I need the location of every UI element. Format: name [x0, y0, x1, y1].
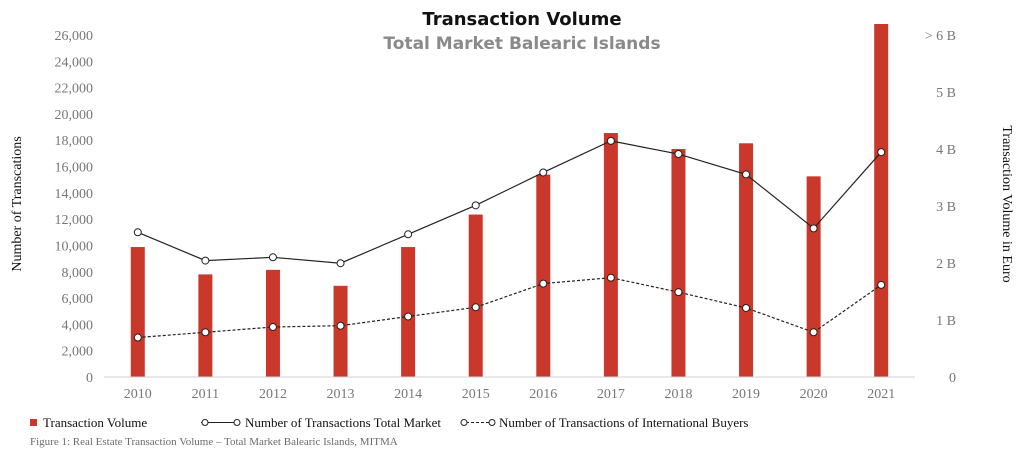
left-tick-label: 2,000 [62, 345, 94, 360]
x-tick-label: 2017 [597, 387, 625, 402]
series-point [404, 230, 413, 239]
left-tick-label: 10,000 [55, 239, 94, 254]
bar [468, 214, 483, 377]
series-point [404, 312, 413, 321]
x-tick-label: 2011 [192, 387, 219, 402]
legend-label: Number of Transactions Total Market [245, 415, 441, 430]
series-point [471, 201, 480, 210]
series-point [539, 279, 548, 288]
series-point [268, 323, 277, 332]
legend-marker [460, 419, 468, 426]
series-point [201, 328, 210, 337]
series-point [674, 288, 683, 297]
line-series [133, 136, 886, 342]
bar-series [130, 24, 889, 377]
series-point [606, 136, 615, 145]
left-tick-label: 4,000 [62, 318, 94, 333]
left-tick-label: 26,000 [55, 29, 94, 44]
x-tick-label: 2013 [327, 387, 355, 402]
series-line [137, 277, 882, 339]
series-point [268, 253, 277, 262]
left-axis-ticks: 0 2,000 4,000 6,000 8,000 10,000 12,000 14,000 1… [55, 29, 94, 386]
left-tick-label: 14,000 [55, 187, 94, 202]
x-tick-label: 2019 [732, 387, 760, 402]
right-tick-label: 4 B [936, 143, 956, 158]
right-tick-label: 1 B [936, 314, 956, 329]
x-tick-label: 2018 [664, 387, 692, 402]
series-point [674, 150, 683, 159]
bar [874, 24, 889, 377]
right-axis-ticks: 0 1 B 2 B 3 B 4 B 5 B > 6 B [925, 29, 956, 386]
legend-swatch-bar [30, 419, 37, 426]
right-tick-label: 5 B [936, 86, 956, 101]
series-point [809, 224, 818, 233]
x-tick-label: 2015 [462, 387, 490, 402]
series-point [877, 148, 886, 157]
legend-label: Number of Transactions of International … [499, 415, 748, 430]
left-tick-label: 12,000 [55, 213, 94, 228]
chart-title: Transaction Volume [422, 9, 621, 30]
x-tick-label: 2021 [867, 387, 895, 402]
x-tick-label: 2010 [124, 387, 152, 402]
left-tick-label: 16,000 [55, 161, 94, 176]
series-point [471, 303, 480, 312]
series-point [606, 273, 615, 282]
series-line [137, 140, 882, 264]
legend-label: Transaction Volume [43, 415, 147, 430]
x-tick-label: 2016 [529, 387, 557, 402]
chart-subtitle: Total Market Balearic Islands [383, 34, 660, 54]
right-tick-label: 3 B [936, 200, 956, 215]
bar [536, 174, 551, 377]
bar [198, 274, 213, 377]
right-tick-label: 0 [949, 371, 956, 386]
series-point [539, 168, 548, 177]
bar [130, 247, 145, 377]
series-point [336, 321, 345, 330]
left-tick-label: 22,000 [55, 82, 94, 97]
series-point [742, 303, 751, 312]
x-tick-label: 2014 [394, 387, 422, 402]
bar [333, 285, 348, 377]
bar [806, 176, 821, 377]
series-point [336, 259, 345, 268]
series-point [742, 170, 751, 179]
legend: Transaction Volume Number of Transaction… [30, 415, 748, 430]
x-tick-label: 2012 [259, 387, 287, 402]
legend-marker [488, 419, 496, 426]
legend-marker [201, 419, 209, 426]
x-tick-label: 2020 [800, 387, 828, 402]
series-point [809, 328, 818, 337]
bar [671, 149, 686, 377]
figure-caption: Figure 1: Real Estate Transaction Volume… [30, 436, 398, 448]
left-tick-label: 6,000 [62, 292, 94, 307]
right-axis-label: Transaction Volume in Euro [999, 125, 1014, 282]
bar [739, 143, 754, 377]
legend-marker [233, 419, 241, 426]
bar [401, 247, 416, 377]
left-axis-label: Number of Transcations [10, 136, 25, 271]
left-tick-label: 24,000 [55, 55, 94, 70]
left-tick-label: 8,000 [62, 266, 94, 281]
bar [603, 133, 618, 377]
left-tick-label: 20,000 [55, 108, 94, 123]
left-tick-label: 18,000 [55, 134, 94, 149]
right-tick-label: > 6 B [925, 29, 956, 44]
left-tick-label: 0 [86, 371, 93, 386]
right-tick-label: 2 B [936, 257, 956, 272]
series-point [877, 280, 886, 289]
series-point [201, 256, 210, 265]
series-point [133, 333, 142, 342]
x-axis-ticks: 2010 2011 2012 2013 2014 2015 2016 2017 2018 2019… [124, 387, 895, 402]
series-point [133, 228, 142, 237]
